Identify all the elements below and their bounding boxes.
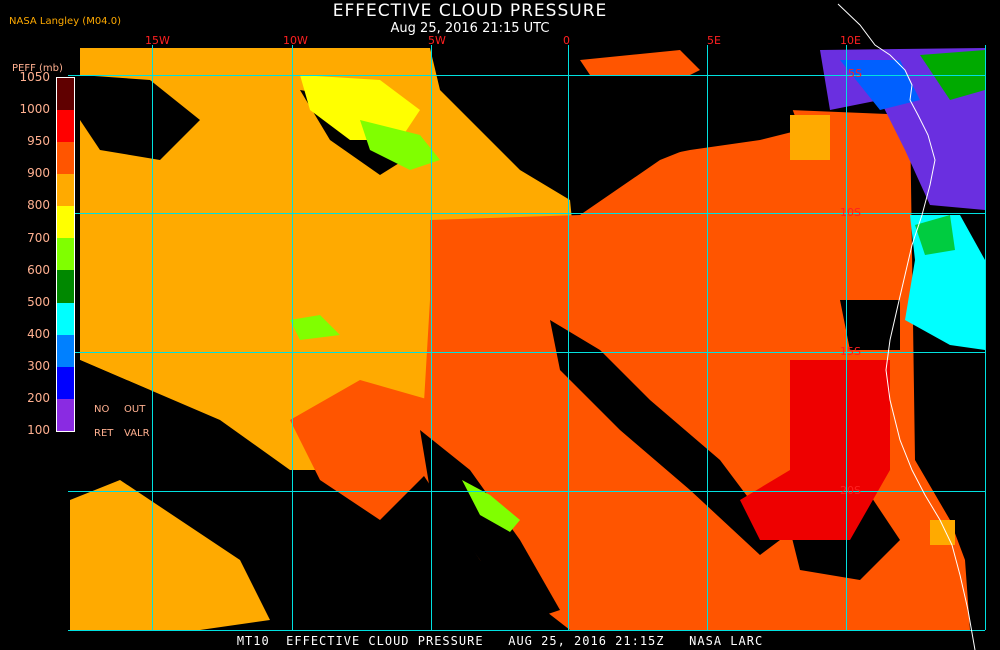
legend-tick-label: 800 xyxy=(27,198,50,213)
legend-title: PEFF (mb) xyxy=(12,63,63,74)
out-valr-label-bottom: VALR xyxy=(124,428,150,439)
legend-tick-label: 500 xyxy=(27,294,50,309)
legend-color-band xyxy=(57,78,74,111)
clear-sky-patch xyxy=(80,360,200,480)
map-title: EFFECTIVE CLOUD PRESSURE xyxy=(332,1,608,21)
red-cloud-region xyxy=(740,360,890,540)
coastline xyxy=(837,3,976,650)
green-cloud-patch xyxy=(915,215,955,255)
lon-label-10e: 10E xyxy=(840,34,861,47)
lat-lon-grid xyxy=(68,45,986,631)
legend-color-band xyxy=(57,238,74,271)
legend-tick-label: 1000 xyxy=(19,102,50,117)
lime-cloud-patch xyxy=(360,120,440,170)
legend-tick-label: 100 xyxy=(27,423,50,438)
clear-sky-streak xyxy=(420,430,560,620)
clear-sky-streak xyxy=(550,320,780,555)
legend-tick-label: 700 xyxy=(27,230,50,245)
legend-color-band xyxy=(57,206,74,239)
legend-tick-label: 300 xyxy=(27,358,50,373)
legend-tick-label: 600 xyxy=(27,262,50,277)
no-ret-label-top: NO xyxy=(94,404,110,415)
yellow-cloud-patch xyxy=(300,75,420,140)
legend-tick-label: 200 xyxy=(27,391,50,405)
legend-color-band xyxy=(57,110,74,143)
footer-caption: MT10 EFFECTIVE CLOUD PRESSURE AUG 25, 20… xyxy=(236,634,764,648)
legend-tick-label: 1050 xyxy=(19,70,50,84)
lon-label-0: 0 xyxy=(563,34,570,47)
orange-cloud-bottomleft xyxy=(70,480,270,630)
legend-color-band xyxy=(57,270,74,303)
color-legend-bar xyxy=(56,77,75,432)
legend-color-band xyxy=(57,334,74,367)
clear-sky-patch xyxy=(840,300,900,350)
lon-label-5e: 5E xyxy=(707,34,721,47)
legend-color-band xyxy=(57,398,74,431)
orange-box xyxy=(790,115,830,160)
orange-box xyxy=(930,520,955,545)
clear-sky-patch xyxy=(80,75,200,160)
lime-cloud-patch xyxy=(462,480,520,532)
map-imagery xyxy=(70,48,985,630)
lat-label-15s: 15S xyxy=(840,345,861,358)
lon-label-10w: 10W xyxy=(283,34,308,47)
no-ret-label-bottom: RET xyxy=(94,428,114,439)
lat-label-10s: 10S xyxy=(840,206,861,219)
legend-color-band xyxy=(57,302,74,335)
legend-color-band xyxy=(57,174,74,207)
high-cloud-blue xyxy=(840,60,920,110)
lime-cloud-patch xyxy=(290,315,340,340)
lon-label-5w: 5W xyxy=(428,34,446,47)
legend-tick-label: 900 xyxy=(27,166,50,181)
map-timestamp: Aug 25, 2016 21:15 UTC xyxy=(390,21,550,36)
lat-label-20s: 20S xyxy=(840,484,861,497)
lat-label-5s: 5S xyxy=(848,67,862,80)
out-valr-label-top: OUT xyxy=(124,404,146,415)
legend-tick-label: 950 xyxy=(27,134,50,149)
legend-tick-label: 400 xyxy=(27,326,50,341)
legend-color-band xyxy=(57,366,74,399)
legend-color-band xyxy=(57,142,74,175)
orange-cloud-region xyxy=(80,48,575,470)
lon-label-15w: 15W xyxy=(145,34,170,47)
clear-sky-patch xyxy=(570,75,800,175)
source-label: NASA Langley (M04.0) xyxy=(9,16,121,27)
orangered-cloud-left xyxy=(290,380,430,520)
